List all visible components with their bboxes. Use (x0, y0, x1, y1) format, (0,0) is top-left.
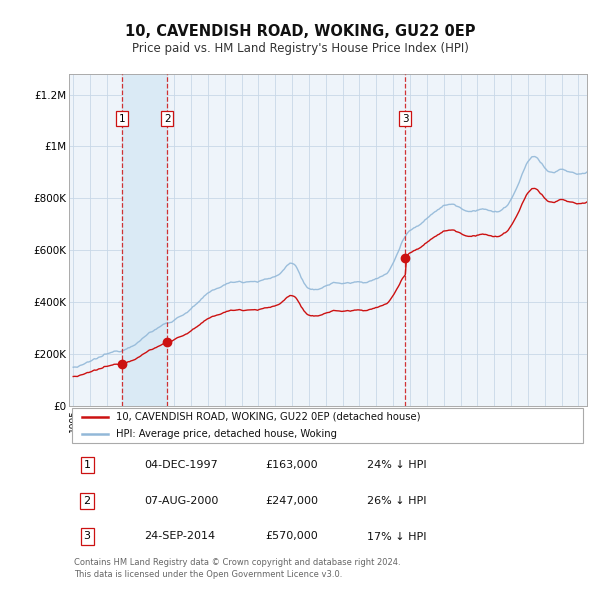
Text: 1: 1 (83, 460, 91, 470)
Text: 2: 2 (164, 114, 170, 124)
Text: 07-AUG-2000: 07-AUG-2000 (144, 496, 218, 506)
Text: 10, CAVENDISH ROAD, WOKING, GU22 0EP: 10, CAVENDISH ROAD, WOKING, GU22 0EP (125, 24, 475, 38)
Text: Price paid vs. HM Land Registry's House Price Index (HPI): Price paid vs. HM Land Registry's House … (131, 42, 469, 55)
Text: 24% ↓ HPI: 24% ↓ HPI (367, 460, 427, 470)
Text: 10, CAVENDISH ROAD, WOKING, GU22 0EP (detached house): 10, CAVENDISH ROAD, WOKING, GU22 0EP (de… (116, 412, 420, 422)
Bar (122, 74, 167, 406)
Text: £163,000: £163,000 (266, 460, 319, 470)
Text: 26% ↓ HPI: 26% ↓ HPI (367, 496, 426, 506)
Text: £247,000: £247,000 (266, 496, 319, 506)
FancyBboxPatch shape (71, 408, 583, 443)
Text: £570,000: £570,000 (266, 532, 319, 542)
Text: Contains HM Land Registry data © Crown copyright and database right 2024.
This d: Contains HM Land Registry data © Crown c… (74, 558, 401, 579)
Text: 04-DEC-1997: 04-DEC-1997 (144, 460, 218, 470)
Text: 24-SEP-2014: 24-SEP-2014 (144, 532, 215, 542)
Text: 3: 3 (402, 114, 409, 124)
Text: 1: 1 (119, 114, 125, 124)
Text: HPI: Average price, detached house, Woking: HPI: Average price, detached house, Woki… (116, 430, 337, 440)
Text: 17% ↓ HPI: 17% ↓ HPI (367, 532, 426, 542)
Text: 2: 2 (83, 496, 91, 506)
Text: 3: 3 (83, 532, 91, 542)
